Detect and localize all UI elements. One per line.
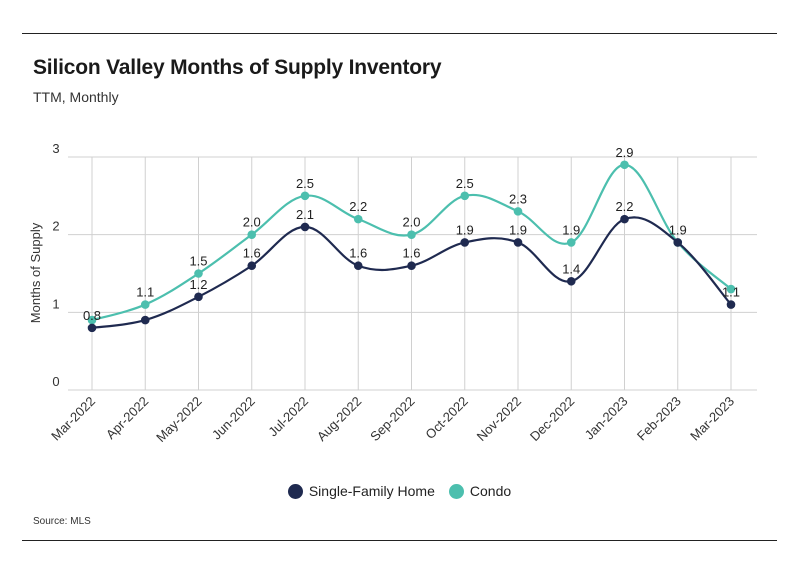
x-tick-label: Oct-2022	[422, 394, 470, 442]
x-tick-label: Jan-2023	[582, 394, 631, 443]
y-tick-label: 2	[52, 219, 59, 234]
data-label-condo: 2.3	[509, 191, 527, 206]
legend-swatch-single-family	[287, 483, 303, 499]
x-tick-label: Mar-2023	[687, 394, 737, 444]
data-point-single-family	[513, 238, 523, 247]
data-point-single-family	[673, 238, 683, 247]
data-point-single-family	[194, 292, 203, 302]
top-rule	[22, 33, 777, 34]
data-point-condo	[247, 230, 257, 239]
data-label-single-family: 1.4	[562, 261, 580, 276]
data-label-single-family: 1.1	[722, 285, 740, 300]
x-tick-label: May-2022	[153, 394, 204, 445]
data-point-single-family	[140, 315, 150, 325]
source-note: Source: MLS	[33, 516, 91, 527]
data-label-single-family: 1.9	[509, 222, 527, 237]
data-label-condo: 2.2	[349, 199, 367, 214]
chart-title: Silicon Valley Months of Supply Inventor…	[33, 56, 442, 79]
data-label-single-family: 1.6	[402, 246, 420, 261]
data-label-single-family: 1.2	[189, 277, 207, 292]
chart-subtitle: TTM, Monthly	[33, 89, 119, 105]
x-tick-label: Jul-2022	[265, 394, 311, 440]
data-point-condo	[513, 207, 523, 216]
x-tick-label: Feb-2023	[634, 394, 684, 444]
data-label-single-family: 1.6	[349, 246, 367, 261]
data-point-condo	[620, 160, 629, 170]
data-label-single-family: 2.1	[296, 207, 314, 222]
data-point-condo	[460, 191, 470, 201]
data-point-single-family	[460, 238, 470, 247]
data-label-single-family: 1.6	[243, 246, 261, 261]
data-point-condo	[87, 315, 97, 325]
data-point-condo	[300, 191, 310, 201]
y-tick-label: 1	[52, 296, 59, 311]
data-label-condo: 2.0	[243, 215, 261, 230]
data-label-condo: 2.9	[615, 145, 633, 160]
series-line-condo	[91, 163, 732, 322]
x-tick-label: Dec-2022	[527, 394, 577, 444]
data-point-condo	[726, 284, 736, 294]
data-label-single-family: 0.8	[83, 308, 101, 323]
x-tick-label: Aug-2022	[314, 394, 364, 444]
legend-label-condo: Condo	[469, 483, 512, 499]
legend-item-single-family[interactable]: Single-Family Home	[287, 483, 435, 499]
legend-swatch-condo	[448, 483, 464, 499]
x-tick-label: Nov-2022	[474, 394, 524, 444]
x-tick-label: Mar-2022	[48, 394, 98, 444]
data-label-condo: 1.9	[669, 222, 687, 237]
data-label-condo: 1.5	[189, 254, 207, 269]
data-point-condo	[140, 300, 150, 309]
data-point-single-family	[726, 300, 736, 309]
data-label-condo: 1.9	[562, 222, 580, 237]
data-point-single-family	[353, 261, 363, 271]
data-label-single-family: 1.9	[456, 222, 474, 237]
y-axis-title: Months of Supply	[28, 222, 43, 323]
data-point-single-family	[620, 214, 629, 224]
data-point-single-family	[247, 261, 257, 271]
x-tick-label: Jun-2022	[209, 394, 258, 443]
legend: Single-Family Home Condo	[0, 483, 799, 499]
x-tick-label: Sep-2022	[367, 394, 417, 444]
legend-item-condo[interactable]: Condo	[448, 483, 512, 499]
data-label-condo: 2.0	[402, 215, 420, 230]
data-point-condo	[194, 269, 203, 278]
data-label-single-family: 2.2	[615, 199, 633, 214]
data-point-condo	[566, 238, 576, 247]
data-point-single-family	[407, 261, 416, 271]
data-point-condo	[353, 214, 363, 224]
data-point-condo	[407, 230, 416, 239]
data-point-single-family	[566, 276, 576, 286]
data-point-single-family	[300, 222, 310, 232]
data-label-condo: 1.1	[136, 285, 154, 300]
data-label-condo: 2.5	[456, 176, 474, 191]
legend-label-single-family: Single-Family Home	[308, 483, 435, 499]
y-tick-label: 3	[52, 141, 59, 156]
data-label-condo: 2.5	[296, 176, 314, 191]
x-tick-label: Apr-2022	[103, 394, 151, 442]
bottom-rule	[22, 540, 777, 541]
data-point-single-family	[87, 323, 97, 333]
y-tick-label: 0	[52, 374, 59, 389]
